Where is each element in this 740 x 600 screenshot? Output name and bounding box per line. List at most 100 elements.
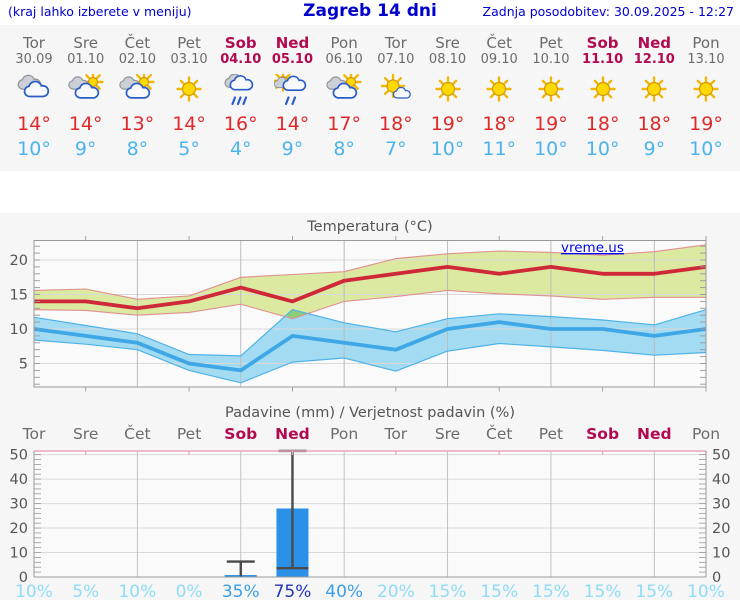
weather-icon-sunny bbox=[538, 76, 564, 102]
precipitation-probability: 10% bbox=[15, 582, 53, 600]
forecast-day-column: Ned 12.10 18° 9° bbox=[628, 25, 680, 171]
max-temperature: 18° bbox=[379, 113, 413, 135]
svg-text:5: 5 bbox=[19, 357, 28, 373]
day-name: Pet bbox=[539, 34, 563, 52]
precipitation-probability: 15% bbox=[532, 582, 570, 600]
weather-icon-partly bbox=[326, 74, 362, 99]
max-temperature: 19° bbox=[689, 113, 723, 135]
day-name: Sre bbox=[435, 34, 460, 52]
weather-icon-partly bbox=[119, 74, 156, 99]
forecast-day-column: Čet 09.10 18° 11° bbox=[473, 25, 525, 171]
precipitation-probability: 10% bbox=[687, 582, 725, 600]
precip-day-label: Sre bbox=[435, 425, 460, 443]
precip-day-label: Ned bbox=[637, 425, 672, 443]
forecast-day-column: Sob 11.10 18° 10° bbox=[577, 25, 629, 171]
weather-icon-sunny bbox=[486, 76, 512, 102]
day-date: 06.10 bbox=[325, 52, 363, 67]
day-date: 10.10 bbox=[532, 52, 570, 67]
weather-icon-cloudy bbox=[17, 74, 50, 98]
precip-day-label: Tor bbox=[383, 425, 407, 443]
min-temperature: 8° bbox=[126, 138, 149, 160]
day-date: 07.10 bbox=[377, 52, 415, 67]
day-date: 12.10 bbox=[633, 52, 675, 67]
precipitation-probability: 15% bbox=[480, 582, 518, 600]
svg-text:0: 0 bbox=[712, 570, 721, 586]
day-name: Pon bbox=[330, 34, 358, 52]
day-date: 09.10 bbox=[480, 52, 518, 67]
forecast-day-column: Ned 05.10 14° 9° bbox=[266, 25, 318, 171]
day-name: Sob bbox=[586, 34, 619, 52]
day-date: 11.10 bbox=[582, 52, 624, 67]
min-temperature: 9° bbox=[74, 138, 97, 160]
max-temperature: 14° bbox=[17, 113, 51, 135]
weather-icon-sunny bbox=[641, 76, 667, 102]
weather-icon-sunny bbox=[693, 76, 719, 102]
day-name: Sob bbox=[224, 34, 257, 52]
forecast-day-column: Sob 04.10 16° 4° bbox=[215, 25, 267, 171]
forecast-strip: Tor 30.09 14° 10° Sre 01.10 14° 9° Čet 02.10 13° 8°… bbox=[0, 25, 740, 171]
max-temperature: 18° bbox=[637, 113, 672, 135]
forecast-day-column: Sre 08.10 19° 10° bbox=[422, 25, 474, 171]
weather-icon-sunny bbox=[589, 76, 616, 102]
precip-day-label: Pon bbox=[692, 425, 720, 443]
forecast-day-column: Čet 02.10 13° 8° bbox=[111, 25, 163, 171]
weather-icon-sunny bbox=[434, 76, 461, 102]
weather-icon-rain bbox=[224, 74, 254, 106]
day-name: Pet bbox=[177, 34, 201, 52]
max-temperature: 17° bbox=[327, 113, 361, 135]
vreme-us-link[interactable]: vreme.us bbox=[561, 240, 624, 256]
min-temperature: 10° bbox=[585, 138, 620, 160]
weather-icon-sunny bbox=[176, 76, 202, 102]
svg-text:Padavine (mm) / Verjetnost pad: Padavine (mm) / Verjetnost padavin (%) bbox=[225, 405, 515, 421]
precipitation-probability: 75% bbox=[274, 582, 312, 600]
svg-text:40: 40 bbox=[10, 472, 28, 488]
page-header: (kraj lahko izberete v meniju) Zagreb 14… bbox=[0, 0, 740, 25]
svg-text:50: 50 bbox=[712, 448, 730, 464]
max-temperature: 16° bbox=[223, 113, 258, 135]
day-name: Ned bbox=[637, 34, 672, 52]
precip-day-label: Tor bbox=[22, 425, 46, 443]
day-name: Pon bbox=[692, 34, 720, 52]
day-date: 03.10 bbox=[170, 52, 208, 67]
precipitation-probability: 5% bbox=[72, 582, 99, 600]
precip-day-label: Čet bbox=[124, 424, 150, 443]
max-temperature: 18° bbox=[482, 113, 517, 135]
svg-text:20: 20 bbox=[10, 521, 28, 537]
weather-icon-sun-rain bbox=[274, 74, 307, 106]
svg-text:Temperatura (°C): Temperatura (°C) bbox=[306, 219, 432, 235]
precipitation-chart: Padavine (mm) / Verjetnost padavin (%) To… bbox=[10, 405, 731, 600]
precip-day-label: Pet bbox=[539, 425, 563, 443]
forecast-day-column: Tor 07.10 18° 7° bbox=[370, 25, 422, 171]
min-temperature: 8° bbox=[333, 138, 355, 160]
day-name: Tor bbox=[23, 34, 45, 52]
min-temperature: 10° bbox=[689, 138, 723, 160]
svg-text:10: 10 bbox=[10, 546, 28, 562]
max-temperature: 14° bbox=[172, 113, 206, 135]
max-temperature: 14° bbox=[275, 113, 310, 135]
day-date: 04.10 bbox=[220, 52, 262, 67]
precipitation-probability: 0% bbox=[176, 582, 203, 600]
precipitation-probability: 15% bbox=[584, 582, 622, 600]
svg-text:30: 30 bbox=[712, 497, 730, 513]
precip-day-label: Pet bbox=[177, 425, 201, 443]
day-name: Čet bbox=[124, 34, 151, 52]
day-date: 08.10 bbox=[428, 52, 467, 67]
min-temperature: 9° bbox=[281, 138, 304, 160]
min-temperature: 10° bbox=[430, 138, 465, 160]
weather-icon-mostly-sunny bbox=[380, 74, 411, 99]
day-date: 30.09 bbox=[15, 52, 53, 67]
max-temperature: 18° bbox=[585, 113, 620, 135]
svg-text:40: 40 bbox=[712, 472, 730, 488]
min-temperature: 7° bbox=[385, 138, 407, 160]
min-temperature: 5° bbox=[178, 138, 200, 160]
temperature-chart: Temperatura (°C) 5 10 15 20 vreme.us bbox=[10, 219, 707, 392]
precipitation-probability: 15% bbox=[429, 582, 467, 600]
min-temperature: 10° bbox=[534, 138, 568, 160]
precipitation-probability: 40% bbox=[325, 582, 363, 600]
forecast-day-column: Pet 03.10 14° 5° bbox=[163, 25, 215, 171]
forecast-day-column: Pet 10.10 19° 10° bbox=[525, 25, 577, 171]
svg-text:20: 20 bbox=[712, 521, 730, 537]
weather-icon-partly bbox=[67, 74, 104, 99]
svg-text:10: 10 bbox=[10, 322, 28, 338]
forecast-day-column: Sre 01.10 14° 9° bbox=[60, 25, 112, 171]
